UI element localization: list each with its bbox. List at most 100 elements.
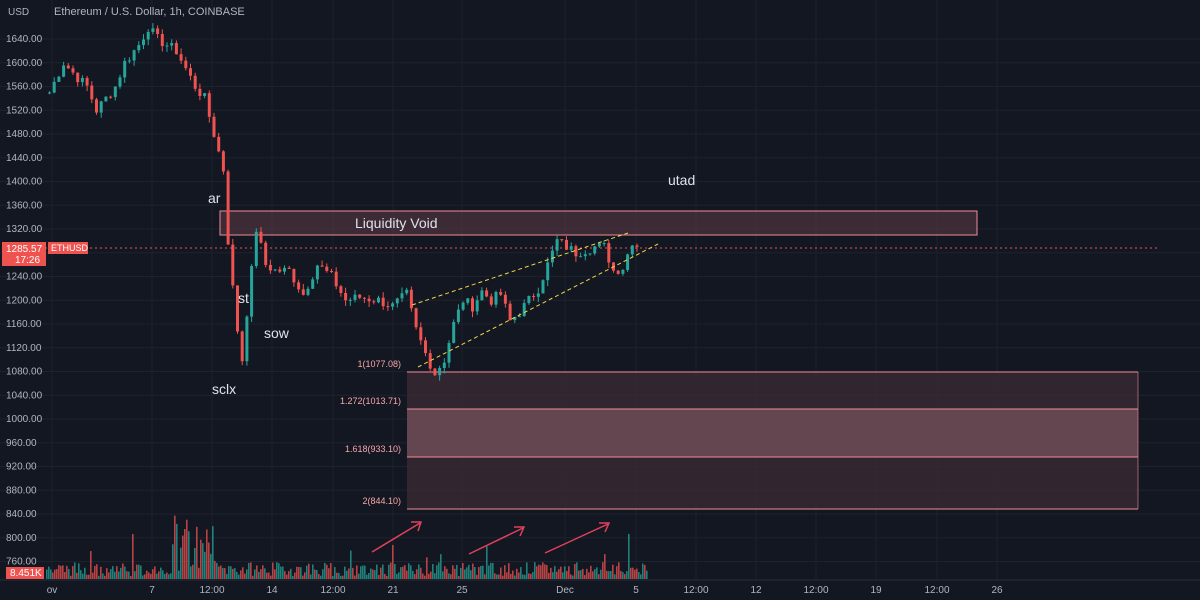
x-tick-label: 14 xyxy=(266,585,278,596)
y-tick-label: 1120.00 xyxy=(6,343,42,354)
candle-body xyxy=(391,303,395,307)
volume-bar xyxy=(54,569,56,579)
fib-label-1618: 1.618(933.10) xyxy=(345,444,401,454)
volume-bar xyxy=(156,573,158,579)
volume-bar xyxy=(622,572,624,579)
volume-bar xyxy=(416,569,418,579)
volume-bar xyxy=(314,569,316,579)
wedge-upper-trendline[interactable] xyxy=(411,232,629,306)
volume-arrow-3[interactable] xyxy=(544,522,611,554)
annotation-ar: ar xyxy=(208,190,221,206)
volume-bar xyxy=(330,563,332,579)
candle-body xyxy=(348,299,352,301)
candle-body xyxy=(320,265,324,267)
candle-body xyxy=(597,243,601,247)
volume-bar xyxy=(640,574,642,579)
fib-zone-upper[interactable] xyxy=(407,372,1138,409)
candle-body xyxy=(489,296,493,305)
candle-body xyxy=(80,77,84,83)
volume-bar xyxy=(80,570,82,579)
candle-body xyxy=(367,298,371,302)
y-tick-label: 760.00 xyxy=(6,557,37,568)
x-tick-label: 12:00 xyxy=(683,585,708,596)
candle-body xyxy=(278,269,282,272)
x-tick-label: 26 xyxy=(991,585,1003,596)
volume-bar xyxy=(616,566,618,579)
volume-bar xyxy=(470,570,472,579)
volume-bar xyxy=(610,571,612,579)
volume-bar xyxy=(354,575,356,579)
volume-bar xyxy=(544,564,546,579)
candle-body xyxy=(226,171,230,245)
candle-body xyxy=(297,282,301,290)
volume-bar xyxy=(446,568,448,579)
volume-bar xyxy=(584,575,586,579)
volume-bar xyxy=(286,574,288,579)
volume-bar xyxy=(106,568,108,579)
symbol-badge xyxy=(48,242,88,254)
fib-zone-lower[interactable] xyxy=(407,457,1138,509)
volume-bar xyxy=(390,562,392,579)
volume-arrow-1[interactable] xyxy=(371,521,423,553)
candle-body xyxy=(48,92,51,94)
candle-body xyxy=(113,86,117,97)
volume-bar xyxy=(626,571,628,579)
candle-body xyxy=(626,254,630,270)
symbol-badge-label: ETHUSD xyxy=(51,243,89,253)
y-tick-label: 1640.00 xyxy=(6,34,43,45)
volume-bar xyxy=(568,566,570,579)
y-tick-label: 1520.00 xyxy=(6,105,43,116)
wedge-lower-trendline[interactable] xyxy=(417,243,659,368)
candle-body xyxy=(287,267,291,269)
volume-bar xyxy=(114,571,116,579)
volume-bar xyxy=(72,566,74,579)
volume-bar xyxy=(274,569,276,579)
volume-bar xyxy=(442,571,444,579)
volume-bar xyxy=(356,565,358,579)
y-tick-label: 880.00 xyxy=(6,485,37,496)
volume-bar xyxy=(454,568,456,579)
volume-bar xyxy=(496,574,498,579)
volume-bar xyxy=(344,566,346,579)
volume-bar xyxy=(480,565,482,579)
candle-body xyxy=(62,65,66,77)
volume-bar xyxy=(586,568,588,579)
candle-body xyxy=(419,327,423,341)
volume-bar xyxy=(154,566,156,579)
candle-body xyxy=(395,298,399,304)
volume-bar xyxy=(50,569,52,579)
volume-bar xyxy=(280,566,282,579)
candle-body xyxy=(555,239,559,251)
volume-bar xyxy=(60,565,62,579)
volume-bar xyxy=(432,564,434,579)
y-tick-label: 1040.00 xyxy=(6,390,43,401)
candle-body xyxy=(438,367,442,376)
candle-body xyxy=(550,250,554,263)
volume-bar xyxy=(58,565,60,579)
volume-bar xyxy=(308,563,310,579)
candle-body xyxy=(207,93,211,117)
liquidity-void-zone[interactable] xyxy=(219,210,978,236)
y-tick-label: 1560.00 xyxy=(6,82,43,93)
candle-body xyxy=(231,244,235,286)
volume-bar xyxy=(440,554,442,579)
volume-bar xyxy=(518,572,520,579)
volume-bar xyxy=(492,562,494,579)
volume-bar xyxy=(124,566,126,579)
candle-body xyxy=(522,303,526,317)
volume-bar xyxy=(48,566,50,579)
volume-bar xyxy=(536,566,538,579)
volume-bar xyxy=(576,562,578,579)
volume-bar xyxy=(128,571,130,579)
volume-arrow-2[interactable] xyxy=(468,526,526,555)
volume-bar xyxy=(310,574,312,579)
volume-bar xyxy=(298,566,300,579)
fib-zone-middle[interactable] xyxy=(407,409,1138,457)
volume-bar xyxy=(430,571,432,579)
candle-body xyxy=(259,231,263,243)
volume-bar xyxy=(78,563,80,579)
volume-bar xyxy=(434,573,436,579)
volume-bar xyxy=(118,571,120,579)
volume-bar xyxy=(144,574,146,579)
